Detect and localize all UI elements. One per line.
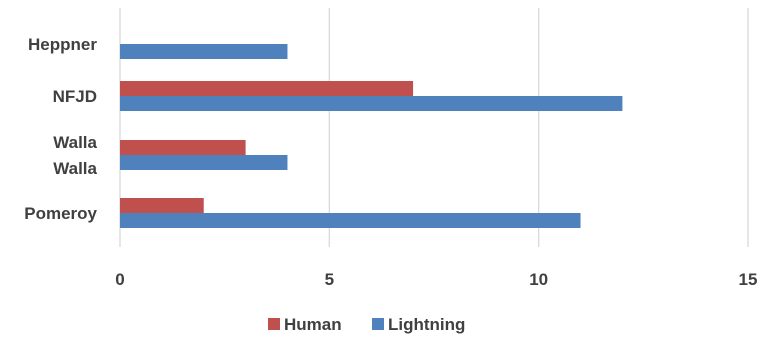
category-label-walla: Walla (53, 159, 97, 178)
legend: Human Lightning (268, 315, 465, 334)
category-label-heppner: Heppner (28, 35, 97, 54)
bar-human-nfjd (120, 81, 414, 96)
x-tick-label-15: 15 (739, 270, 758, 289)
bar-lightning-heppner (120, 44, 288, 59)
bar-lightning-nfjd (120, 96, 623, 111)
bar-human-walla-walla (120, 140, 246, 155)
category-labels: Heppner NFJD Walla Walla Pomeroy (24, 35, 97, 223)
bar-lightning-walla-walla (120, 155, 288, 170)
category-label-nfjd: NFJD (53, 87, 97, 106)
category-label-walla: Walla (53, 133, 97, 152)
gridlines (119, 8, 749, 247)
legend-swatch-human (268, 318, 280, 330)
bar-lightning-pomeroy (120, 213, 581, 228)
x-tick-label-10: 10 (529, 270, 548, 289)
bars (120, 44, 623, 228)
category-label-pomeroy: Pomeroy (24, 204, 97, 223)
x-tick-label-5: 5 (325, 270, 334, 289)
x-tick-labels: 0 5 10 15 (115, 270, 757, 289)
x-tick-label-0: 0 (115, 270, 124, 289)
bar-human-pomeroy (120, 198, 204, 213)
legend-swatch-lightning (372, 318, 384, 330)
legend-label-human: Human (284, 315, 342, 334)
legend-label-lightning: Lightning (388, 315, 465, 334)
